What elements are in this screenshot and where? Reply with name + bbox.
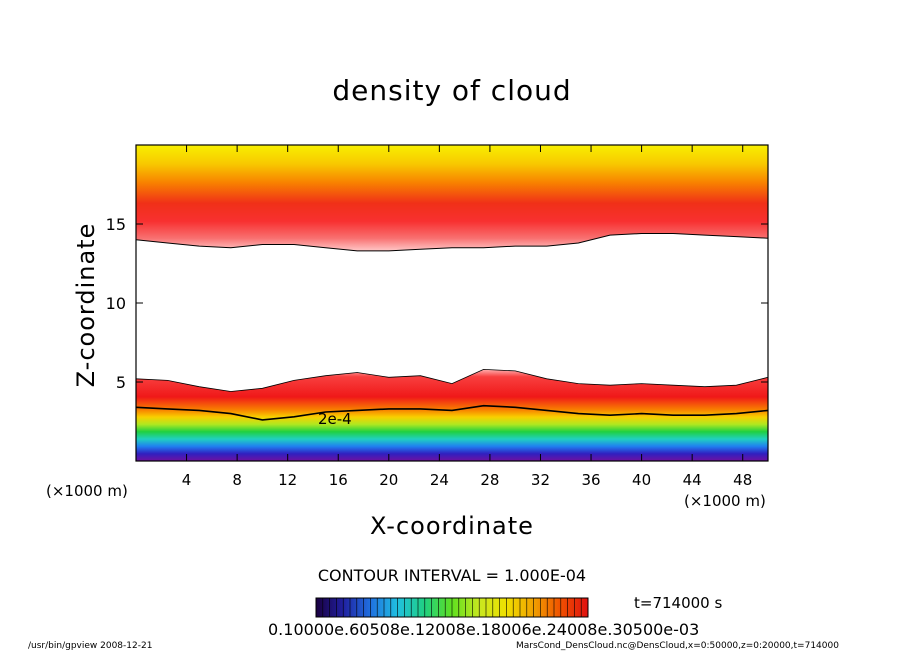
x-tick-label: 24 (430, 471, 449, 489)
contour-label: 2e-4 (318, 410, 352, 428)
y-axis-ticks: 5 10 15 (106, 215, 768, 392)
y-tick-label: 10 (106, 294, 126, 313)
x-axis-ticks: 4 8 12 16 20 24 28 32 36 40 44 48 (182, 145, 752, 489)
x-tick-label: 28 (480, 471, 499, 489)
x-tick-label: 8 (232, 471, 242, 489)
footer-source: MarsCond_DensCloud.nc@DensCloud,x=0:5000… (516, 641, 839, 651)
y-axis-label: Z-coordinate (72, 222, 100, 388)
lower-cloud-layer (136, 369, 768, 461)
upper-layer-contour (136, 233, 768, 252)
colorbar-divisions (322, 598, 582, 617)
contour-interval-text: CONTOUR INTERVAL = 1.000E-04 (317, 566, 587, 585)
colorbar-labels: 0.10000e.60508e.12008e.18006e.24008e.305… (268, 620, 700, 639)
x-tick-label: 4 (182, 471, 192, 489)
x-tick-label: 20 (379, 471, 398, 489)
x-axis-unit-left: (×1000 m) (46, 482, 128, 500)
x-axis-unit-right: (×1000 m) (684, 492, 766, 510)
chart-title: density of cloud (332, 74, 572, 107)
x-tick-label: 36 (581, 471, 600, 489)
upper-cloud-layer (136, 145, 768, 251)
y-tick-label: 15 (106, 215, 126, 234)
x-tick-label: 44 (683, 471, 702, 489)
x-tick-label: 40 (632, 471, 651, 489)
y-tick-label: 5 (116, 373, 126, 392)
footer-program-date: /usr/bin/gpview 2008-12-21 (28, 641, 153, 651)
x-axis-label: X-coordinate (370, 512, 534, 540)
lower-layer-contour (136, 368, 768, 392)
x-tick-label: 32 (531, 471, 550, 489)
contour-2e-4-line (136, 404, 768, 421)
x-tick-label: 16 (329, 471, 348, 489)
x-tick-label: 12 (278, 471, 297, 489)
time-label: t=714000 s (634, 594, 723, 612)
x-tick-label: 48 (733, 471, 752, 489)
